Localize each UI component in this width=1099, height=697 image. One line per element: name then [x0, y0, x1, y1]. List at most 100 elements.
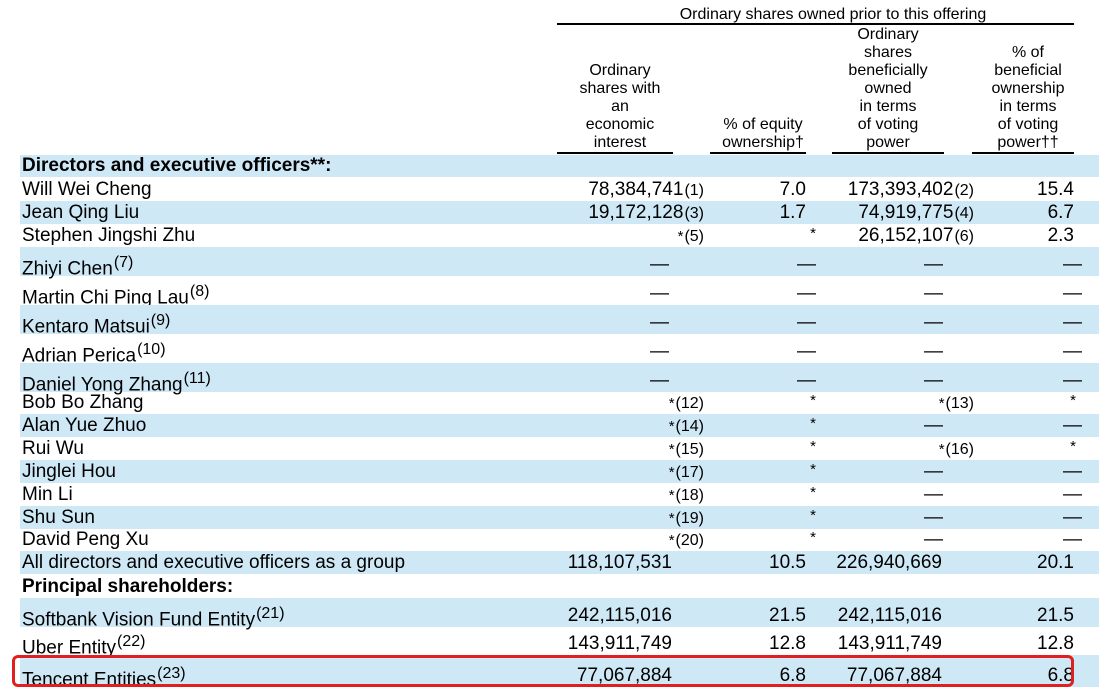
- footnote-ref: (5): [684, 228, 704, 245]
- c2-cell: *: [810, 461, 816, 478]
- c2-cell: *: [810, 438, 816, 455]
- footnote-ref: (19): [675, 510, 704, 527]
- col1-header-line: shares with: [579, 80, 661, 97]
- col2-header: % of equity ownership†: [708, 116, 818, 152]
- col2-header-line: ownership†: [722, 134, 804, 151]
- c3-cell: —: [924, 529, 943, 551]
- c2-cell: 10.5: [769, 552, 806, 574]
- c3-value: 226,940,669: [836, 552, 942, 573]
- row-name: Shu Sun: [22, 507, 95, 528]
- c3-value: —: [924, 341, 943, 362]
- c2-value: —: [797, 312, 816, 333]
- c2-value: —: [797, 254, 816, 275]
- table-row: David Peng Xu *(20) * — —: [20, 529, 1099, 551]
- c4-value: —: [1063, 370, 1082, 391]
- footnote-ref: (18): [675, 487, 704, 504]
- col4-header-line: % of: [1011, 44, 1044, 61]
- col2-header-line: % of equity: [723, 116, 803, 133]
- c1-cell: —: [650, 254, 669, 276]
- row-name-cell: Will Wei Cheng: [22, 179, 152, 201]
- row-name: Martin Chi Ping Lau: [22, 287, 189, 309]
- c4-value: —: [1063, 312, 1082, 333]
- c2-cell: *: [810, 415, 816, 432]
- table-section-heading: Principal shareholders:: [20, 574, 1099, 598]
- c3-value: —: [924, 461, 943, 482]
- c3-value: 74,919,775: [858, 202, 954, 223]
- row-name-cell: Bob Bo Zhang: [22, 392, 143, 414]
- c4-value: *: [1070, 392, 1076, 409]
- c1-cell: —: [650, 341, 669, 363]
- c2-value: *: [810, 392, 816, 409]
- col3-rule: [832, 152, 944, 154]
- c2-value: *: [810, 415, 816, 432]
- c4-value: 15.4: [1037, 179, 1074, 200]
- c2-cell: —: [797, 370, 816, 392]
- c1-value: 118,107,531: [567, 552, 672, 573]
- c4-cell: 12.8: [1037, 633, 1074, 655]
- c4-value: 6.7: [1047, 202, 1074, 223]
- group-header-rule: [557, 23, 1074, 25]
- c3-cell: —: [924, 341, 943, 363]
- table-section-heading: Directors and executive officers**:: [20, 155, 1099, 177]
- row-name-cell: Adrian Perica(10): [22, 341, 166, 367]
- c4-value: 2.3: [1047, 225, 1074, 246]
- c3-value: 143,911,749: [837, 633, 942, 654]
- footnote-ref: (7): [113, 254, 134, 271]
- c2-cell: —: [797, 312, 816, 334]
- c1-cell: 118,107,531: [568, 552, 672, 574]
- c4-cell: —: [1063, 507, 1082, 529]
- col3-header-line: shares: [863, 44, 913, 61]
- table-row: Min Li *(18) * — —: [20, 483, 1099, 506]
- c1-cell: 78,384,741(1): [588, 179, 704, 201]
- c2-value: 6.8: [779, 665, 806, 686]
- col3-header-line: beneficially: [848, 62, 928, 79]
- footnote-ref: (13): [945, 395, 974, 412]
- col4-header-line: ownership: [991, 80, 1065, 97]
- col3-header-line: of voting: [857, 116, 919, 133]
- c2-cell: *: [810, 529, 816, 546]
- c2-cell: —: [797, 283, 816, 305]
- col3-header-line: Ordinary: [857, 26, 919, 43]
- row-name: Directors and executive officers**:: [22, 155, 332, 176]
- c3-cell: 226,940,669: [836, 552, 942, 574]
- c2-value: 10.5: [769, 552, 806, 573]
- row-name: Min Li: [22, 484, 73, 505]
- c1-value: *: [677, 228, 684, 245]
- c1-value: *: [668, 441, 675, 458]
- c2-cell: —: [797, 341, 816, 363]
- row-name-cell: Stephen Jingshi Zhu: [22, 225, 195, 247]
- table-row: All directors and executive officers as …: [20, 551, 1099, 574]
- c3-cell: 77,067,884: [847, 665, 942, 687]
- c1-cell: *(18): [669, 484, 704, 506]
- row-name: Adrian Perica: [22, 345, 137, 367]
- c1-value: —: [650, 283, 669, 304]
- c4-value: *: [1070, 438, 1076, 455]
- c3-cell: —: [924, 461, 943, 483]
- col3-header-line: owned: [864, 80, 912, 97]
- row-name-cell: Min Li: [22, 484, 73, 506]
- c2-cell: —: [797, 254, 816, 276]
- c4-cell: —: [1063, 254, 1082, 276]
- row-name-cell: David Peng Xu: [22, 529, 149, 551]
- footnote-ref: (2): [954, 182, 974, 199]
- row-name: Jean Qing Liu: [22, 202, 140, 223]
- footnote-ref: (8): [189, 283, 210, 300]
- c1-cell: —: [650, 312, 669, 334]
- footnote-ref: (3): [684, 205, 704, 222]
- table-row: Martin Chi Ping Lau(8) — — — —: [20, 276, 1099, 309]
- c2-cell: 21.5: [769, 605, 806, 627]
- c2-value: 12.8: [769, 633, 806, 654]
- footnote-ref: (16): [945, 441, 974, 458]
- c3-value: —: [924, 484, 943, 505]
- row-name: Alan Yue Zhuo: [22, 415, 147, 436]
- c3-cell: —: [924, 370, 943, 392]
- row-name: Will Wei Cheng: [22, 179, 152, 200]
- c3-value: —: [924, 370, 943, 391]
- c4-cell: 20.1: [1037, 552, 1074, 574]
- row-name-cell: Kentaro Matsui(9): [22, 312, 170, 338]
- c2-cell: *: [810, 225, 816, 242]
- col3-header-line: in terms: [859, 98, 917, 115]
- row-name-cell: Zhiyi Chen(7): [22, 254, 133, 280]
- c3-cell: —: [924, 312, 943, 334]
- c2-value: —: [797, 341, 816, 362]
